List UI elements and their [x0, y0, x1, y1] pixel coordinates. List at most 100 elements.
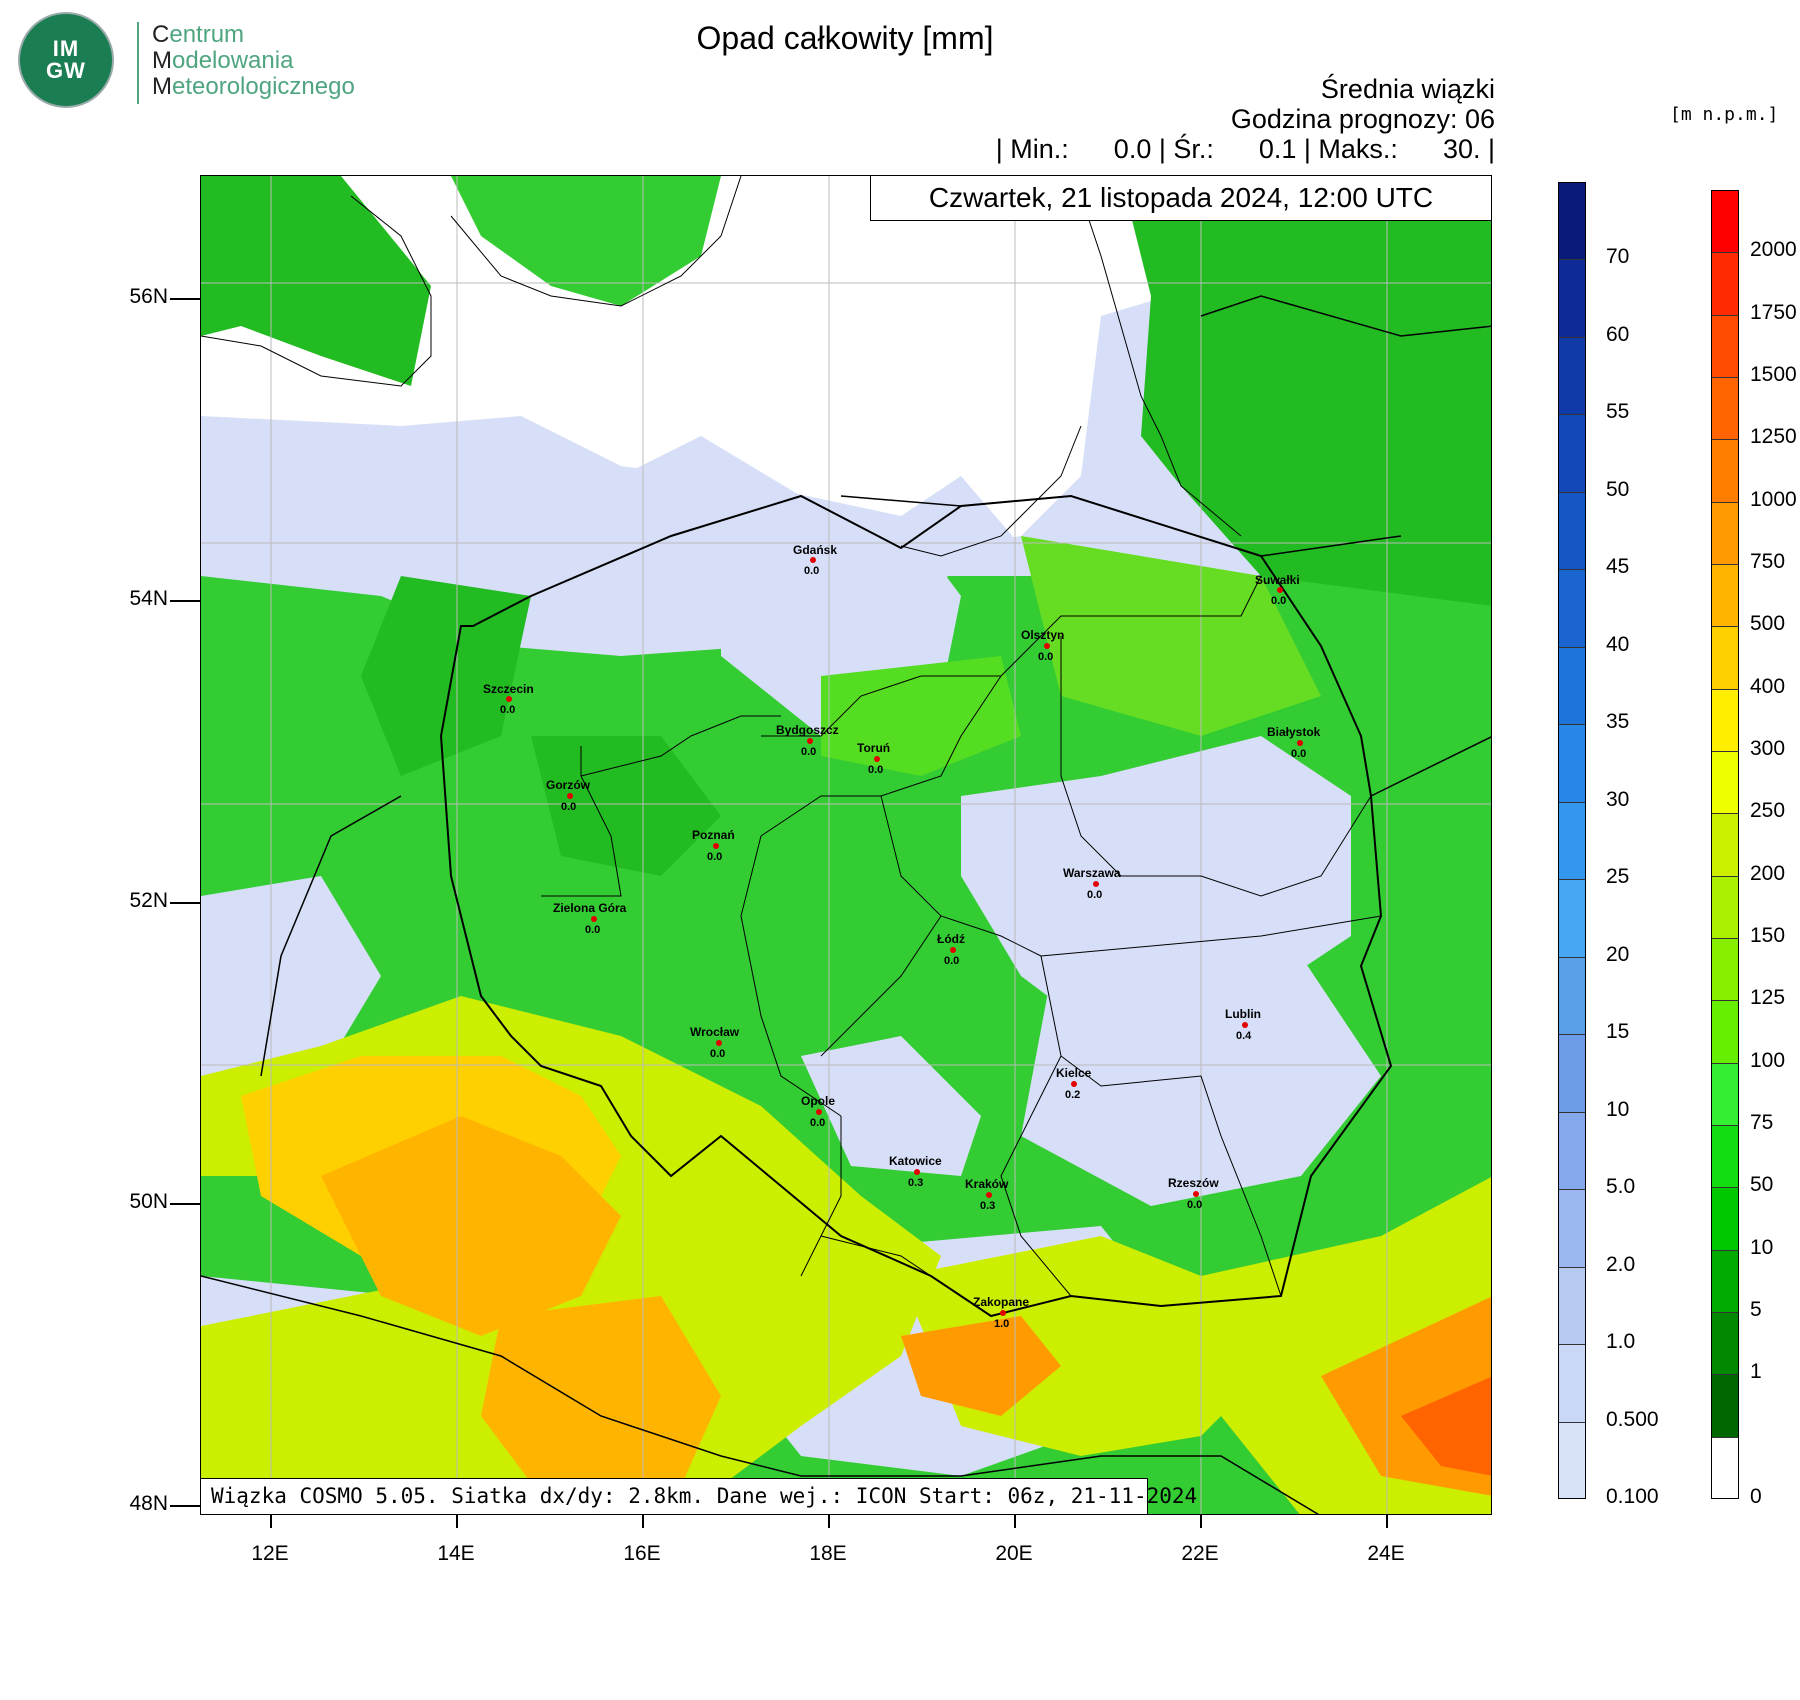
- lat-tick-52n: [170, 902, 200, 904]
- city-gdansk: Gdańsk 0.0: [793, 543, 837, 577]
- lon-tick-14e: [456, 1515, 458, 1528]
- svg-text:Katowice: Katowice: [889, 1154, 942, 1168]
- precip-swatch: [1558, 259, 1586, 337]
- elevation-swatch: [1711, 1374, 1739, 1437]
- svg-text:0.0: 0.0: [804, 565, 819, 577]
- lat-tick-56n: [170, 298, 200, 300]
- city-szczecin: Szczecin 0.0: [483, 682, 534, 716]
- svg-text:Opole: Opole: [801, 1094, 835, 1108]
- lon-label-14e: 14E: [437, 1542, 475, 1565]
- precip-tick-label: 15: [1606, 1020, 1630, 1044]
- elevation-swatch: [1711, 875, 1739, 938]
- svg-text:0.0: 0.0: [1291, 748, 1306, 760]
- imgw-logo-text: IM GW: [46, 36, 86, 83]
- elevation-tick-label: 150: [1750, 924, 1786, 947]
- lon-tick-18e: [828, 1515, 830, 1528]
- city-markers: Gdańsk 0.0 Suwałki 0.0 Olsztyn 0.0 Szczecin…: [483, 543, 1321, 1330]
- precip-tick-label: 35: [1606, 710, 1630, 734]
- lat-label-56n: 56N: [129, 285, 168, 308]
- lat-label-50n: 50N: [129, 1190, 168, 1213]
- lon-label-20e: 20E: [995, 1542, 1033, 1565]
- precip-tick-label: 2.0: [1606, 1252, 1636, 1276]
- svg-text:0.4: 0.4: [1236, 1030, 1252, 1042]
- svg-text:Gdańsk: Gdańsk: [793, 543, 837, 557]
- precip-swatch: [1558, 1111, 1586, 1190]
- precip-swatch: [1558, 1034, 1586, 1112]
- elevation-tick-label: 0: [1750, 1485, 1762, 1508]
- precip-swatch: [1558, 336, 1586, 415]
- elevation-swatch: [1711, 377, 1739, 440]
- precip-tick-label: 5.0: [1606, 1175, 1636, 1199]
- stats-label: | Min.: 0.0 | Śr.: 0.1 | Maks.: 30. |: [995, 134, 1495, 164]
- lighter-green-north: [821, 656, 1021, 776]
- elevation-tick-label: 200: [1750, 861, 1786, 885]
- svg-text:Kielce: Kielce: [1056, 1066, 1092, 1080]
- lat-tick-50n: [170, 1203, 200, 1205]
- logo-separator: [137, 22, 139, 104]
- elevation-swatch: [1711, 1249, 1739, 1312]
- city-olsztyn: Olsztyn 0.0: [1021, 628, 1064, 663]
- precip-tick-label: 30: [1606, 787, 1630, 811]
- drizzle-silesia: [801, 1036, 981, 1176]
- elevation-tick-label: 10: [1750, 1235, 1774, 1259]
- svg-text:Olsztyn: Olsztyn: [1021, 628, 1064, 642]
- elevation-unit-label: [m n.p.m.]: [1670, 104, 1779, 125]
- svg-text:Warszawa: Warszawa: [1063, 866, 1121, 880]
- lon-tick-20e: [1014, 1515, 1016, 1528]
- svg-text:Lublin: Lublin: [1225, 1007, 1261, 1021]
- elevation-swatch: [1711, 1312, 1739, 1375]
- precip-tick-label: 45: [1606, 555, 1630, 579]
- svg-text:0.0: 0.0: [1038, 651, 1053, 663]
- precip-tick-label: 10: [1606, 1097, 1630, 1121]
- elevation-tick-label: 1000: [1750, 487, 1797, 511]
- elevation-tick-label: 250: [1750, 799, 1786, 823]
- city-lodz: Łódź 0.0: [937, 932, 965, 967]
- precip-swatch: [1558, 724, 1586, 802]
- lat-tick-54n: [170, 600, 200, 602]
- lon-tick-12e: [270, 1515, 272, 1528]
- org-name-line-3: Meteorologicznego: [152, 73, 355, 100]
- city-bialystok: Białystok 0.0: [1267, 725, 1321, 760]
- city-zielona-gora: Zielona Góra 0.0: [553, 901, 627, 936]
- elevation-tick-label: 500: [1750, 612, 1786, 636]
- elevation-swatch: [1711, 1000, 1739, 1063]
- lon-label-12e: 12E: [251, 1542, 289, 1565]
- elevation-tick-label: 300: [1750, 737, 1786, 760]
- elevation-swatch: [1711, 751, 1739, 814]
- elevation-swatch: [1711, 190, 1739, 253]
- precip-tick-label: 0.500: [1606, 1407, 1659, 1431]
- city-krakow: Kraków 0.3: [965, 1177, 1009, 1212]
- lighter-green-masuria: [1021, 536, 1321, 736]
- svg-text:0.0: 0.0: [707, 851, 722, 863]
- elevation-tick-label: 100: [1750, 1048, 1786, 1072]
- baltic-states-land: [1131, 216, 1491, 606]
- forest-green-west: [361, 576, 531, 776]
- lon-label-18e: 18E: [809, 1542, 847, 1565]
- precip-tick-label: 55: [1606, 400, 1630, 424]
- elevation-swatch: [1711, 501, 1739, 564]
- tatra-orange: [901, 1316, 1061, 1416]
- city-bydgoszcz: Bydgoszcz 0.0: [776, 723, 839, 758]
- elevation-tick-label: 5: [1750, 1298, 1762, 1321]
- sweden-land: [451, 176, 721, 306]
- city-gorzow: Gorzów 0.0: [546, 778, 591, 813]
- city-wroclaw: Wrocław 0.0: [690, 1025, 740, 1060]
- svg-text:0.0: 0.0: [561, 801, 576, 813]
- elevation-tick-label: 750: [1750, 550, 1786, 573]
- svg-text:0.0: 0.0: [1271, 595, 1286, 607]
- svg-text:0.2: 0.2: [1065, 1089, 1080, 1101]
- voivodeship-borders: [541, 575, 1382, 1317]
- precip-swatch: [1558, 491, 1586, 570]
- org-name-line-1: Centrum: [152, 21, 245, 48]
- valid-time-box: Czwartek, 21 listopada 2024, 12:00 UTC: [870, 175, 1492, 221]
- ensemble-label: Średnia wiązki: [1320, 74, 1495, 104]
- svg-text:0.0: 0.0: [868, 764, 883, 776]
- svg-text:Kraków: Kraków: [965, 1177, 1009, 1191]
- precipitation-map: Gdańsk 0.0 Suwałki 0.0 Olsztyn 0.0 Szczecin…: [200, 175, 1492, 1515]
- sudety-orange: [321, 1116, 621, 1336]
- elevation-swatch: [1711, 1187, 1739, 1250]
- precip-tick-label: 70: [1606, 245, 1630, 269]
- city-kielce: Kielce 0.2: [1056, 1066, 1092, 1101]
- elevation-tick-label: 125: [1750, 986, 1786, 1010]
- elevation-tick-label: 2000: [1750, 238, 1797, 262]
